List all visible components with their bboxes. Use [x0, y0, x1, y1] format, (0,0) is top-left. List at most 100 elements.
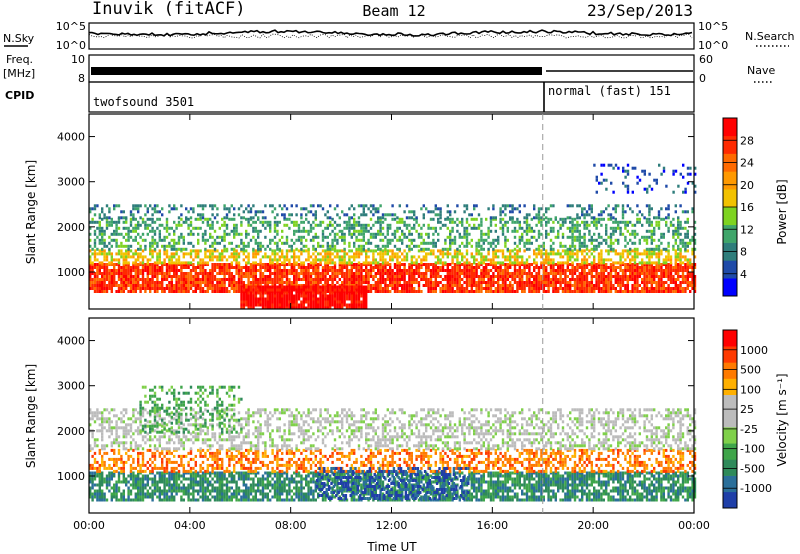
power-cell: [410, 258, 413, 262]
power-cell: [254, 281, 257, 284]
power-cell: [98, 226, 101, 230]
power-cell: [221, 287, 224, 290]
power-cell: [273, 288, 277, 292]
power-cell: [321, 297, 325, 301]
power-cell: [631, 229, 634, 233]
power-cell: [300, 252, 303, 256]
power-cell: [521, 284, 524, 287]
power-cell: [657, 220, 661, 224]
power-cell: [223, 281, 226, 284]
power-cell: [427, 241, 430, 245]
power-cell: [564, 261, 567, 265]
power-cell: [480, 278, 483, 281]
power-cell: [175, 275, 178, 278]
power-cell: [357, 306, 361, 310]
power-cell: [254, 285, 258, 289]
power-cell: [506, 284, 509, 287]
power-cell: [609, 290, 613, 293]
power-cell: [331, 258, 334, 262]
power-cell: [379, 238, 382, 242]
power-cell: [362, 238, 365, 242]
power-cell: [379, 223, 382, 227]
power-cell: [626, 223, 629, 227]
power-cell: [609, 287, 613, 290]
power-cell: [665, 269, 668, 272]
power-cell: [468, 284, 471, 287]
power-cell: [307, 210, 310, 214]
power-cell: [408, 275, 411, 278]
power-cell: [480, 263, 483, 266]
power-cell: [163, 290, 166, 293]
power-cell: [245, 207, 248, 211]
power-cell: [456, 290, 459, 293]
power-cell: [449, 235, 452, 239]
power-cell: [353, 306, 356, 310]
power-cell: [307, 247, 310, 251]
power-cell: [233, 266, 236, 269]
power-cell: [381, 281, 385, 284]
power-cell: [427, 223, 430, 227]
power-cell: [110, 238, 113, 242]
power-heatmap: [89, 163, 697, 310]
power-cell: [326, 258, 329, 262]
power-cell: [240, 238, 243, 242]
power-cell: [331, 275, 334, 278]
power-cell: [573, 258, 577, 262]
power-cell: [362, 204, 365, 208]
power-cell: [343, 288, 346, 292]
nave-tick-top: 60: [699, 53, 713, 66]
power-cell: [336, 269, 339, 272]
power-cell: [343, 220, 346, 224]
power-cell: [189, 284, 193, 287]
power-cell: [362, 288, 365, 292]
power-cell: [545, 216, 548, 220]
power-cell: [461, 255, 464, 259]
power-cell: [511, 272, 514, 275]
power-cell: [372, 235, 375, 239]
power-cell: [564, 281, 567, 284]
power-cell: [278, 263, 281, 266]
power-cell: [657, 210, 661, 214]
power-cell: [389, 269, 392, 272]
power-cell: [600, 278, 603, 281]
power-cell: [542, 266, 545, 269]
power-cell: [122, 284, 125, 287]
power-cell: [552, 290, 555, 293]
power-cell: [259, 261, 262, 265]
power-cell: [542, 263, 545, 266]
power-cell: [271, 291, 274, 295]
power-cell: [593, 261, 596, 265]
power-cell: [98, 287, 101, 290]
power-cell: [336, 252, 339, 256]
power-cell: [362, 303, 365, 307]
power-cell: [137, 263, 140, 266]
power-cell: [247, 297, 250, 301]
power-cell: [600, 269, 603, 272]
power-cell: [665, 247, 668, 251]
power-cell: [590, 216, 593, 220]
power-cell: [429, 241, 433, 245]
power-cell: [283, 291, 286, 295]
power-cell: [129, 210, 133, 214]
power-cell: [211, 278, 214, 281]
power-cell: [271, 210, 274, 214]
power-cell: [585, 252, 589, 256]
power-cell: [365, 255, 368, 259]
power-cell: [194, 284, 197, 287]
power-cell: [285, 275, 289, 278]
power-cell: [338, 258, 341, 262]
power-cell: [525, 226, 529, 230]
power-cell: [187, 263, 190, 266]
power-cell: [158, 255, 161, 259]
power-cell: [410, 281, 413, 284]
power-cell: [537, 278, 541, 281]
power-cell: [108, 220, 111, 224]
power-cell: [554, 235, 557, 239]
power-cell: [180, 263, 183, 266]
power-cell: [182, 281, 185, 284]
power-cell: [643, 261, 646, 265]
power-cell: [273, 226, 277, 230]
power-cell: [146, 275, 149, 278]
power-cell: [367, 255, 370, 259]
power-cell: [149, 263, 152, 266]
